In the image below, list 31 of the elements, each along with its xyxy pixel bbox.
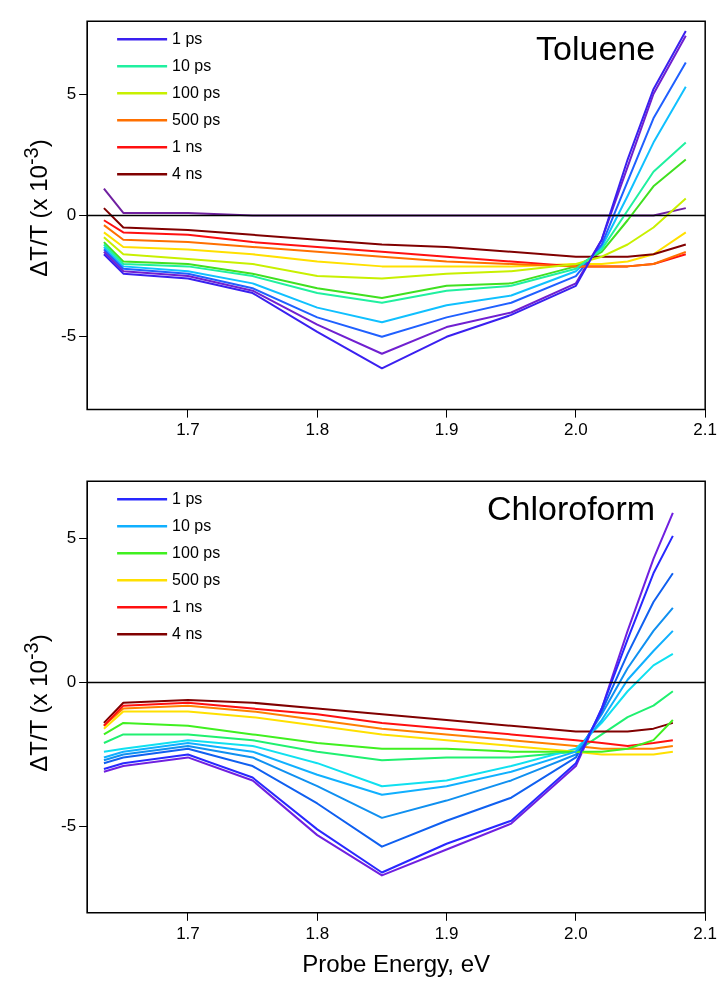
y-tick-label: -5: [60, 326, 77, 346]
x-tick-label: 1.7: [176, 420, 200, 440]
legend-label: 4 ns: [172, 624, 203, 642]
legend-label: 1 ps: [172, 489, 203, 507]
legend-label: 1 ps: [172, 29, 203, 47]
x-axis-title: Probe Energy, eV: [302, 950, 490, 978]
x-tick-label: 2.1: [693, 420, 717, 440]
chart-title: Toluene: [536, 28, 656, 67]
y-tick-label: 5: [66, 528, 77, 548]
chart-title: Chloroform: [487, 488, 656, 527]
x-tick-label: 2.0: [564, 420, 588, 440]
x-tick-label: 1.9: [434, 923, 459, 943]
y-tick-label: 0: [66, 205, 77, 225]
legend-label: 10 ps: [172, 56, 212, 74]
legend-label: 500 ps: [172, 570, 221, 588]
legend-label: 1 ns: [172, 597, 203, 615]
x-tick-label: 2.0: [564, 923, 588, 943]
legend-label: 100 ps: [172, 83, 221, 101]
legend-label: 4 ns: [172, 164, 203, 182]
legend-label: 100 ps: [172, 543, 221, 561]
y-tick-label: 5: [66, 83, 77, 103]
legend-label: 500 ps: [172, 110, 221, 128]
x-tick-label: 1.8: [305, 923, 330, 943]
legend-label: 1 ns: [172, 137, 203, 155]
x-tick-label: 2.1: [693, 923, 717, 943]
x-tick-label: 1.7: [176, 923, 200, 943]
x-tick-label: 1.9: [434, 420, 459, 440]
legend-label: 10 ps: [172, 516, 212, 534]
y-tick-label: 0: [66, 672, 77, 692]
x-tick-label: 1.8: [305, 420, 330, 440]
y-tick-label: -5: [60, 816, 77, 836]
